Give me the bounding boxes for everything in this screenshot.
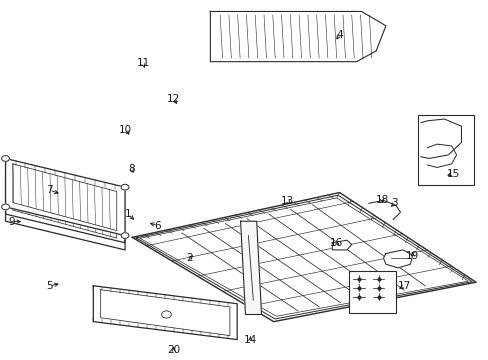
Polygon shape (5, 176, 125, 250)
Text: 14: 14 (243, 334, 257, 345)
Circle shape (121, 184, 129, 190)
Text: 16: 16 (329, 238, 342, 248)
Polygon shape (331, 240, 351, 250)
Polygon shape (93, 286, 237, 339)
Text: 15: 15 (446, 168, 459, 179)
Text: 2: 2 (186, 253, 193, 263)
Bar (348, 271, 395, 313)
Polygon shape (132, 193, 475, 321)
Circle shape (1, 204, 9, 210)
Text: 1: 1 (125, 209, 131, 219)
Polygon shape (210, 12, 385, 62)
Text: 11: 11 (136, 58, 149, 68)
Text: 9: 9 (8, 217, 15, 226)
Circle shape (1, 156, 9, 161)
Text: 17: 17 (397, 281, 410, 291)
Circle shape (161, 311, 171, 318)
Text: 4: 4 (336, 30, 342, 40)
Text: 19: 19 (405, 251, 419, 261)
Text: 3: 3 (390, 198, 397, 208)
Text: 13: 13 (280, 196, 293, 206)
Polygon shape (240, 221, 261, 315)
Circle shape (121, 233, 129, 238)
Bar (417, 116, 473, 185)
Text: 20: 20 (167, 345, 180, 355)
Text: 5: 5 (46, 281, 53, 291)
Text: 12: 12 (167, 94, 180, 104)
Text: 8: 8 (128, 163, 134, 174)
Text: 6: 6 (154, 221, 161, 230)
Text: 7: 7 (46, 185, 53, 195)
Text: 10: 10 (118, 125, 131, 135)
Polygon shape (383, 250, 412, 268)
Text: 18: 18 (375, 195, 388, 205)
Polygon shape (5, 158, 125, 235)
Polygon shape (5, 167, 125, 243)
